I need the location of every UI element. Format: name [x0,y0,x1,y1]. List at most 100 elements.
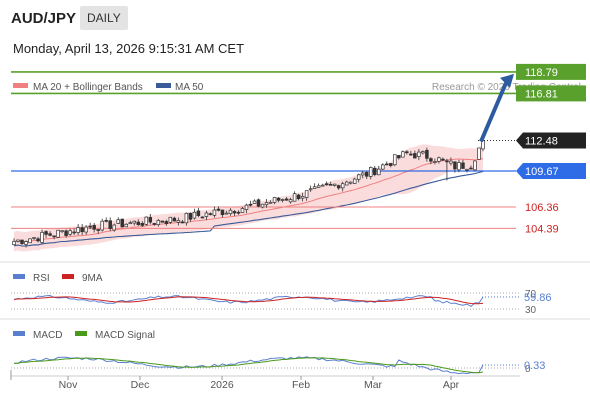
level-109-67-badge [516,163,586,180]
candle [413,153,417,159]
level-118-79-label: 118.79 [525,67,558,79]
level-116-81-label: 116.81 [525,88,558,100]
candle [308,188,313,191]
candle [184,212,189,224]
rsi-ma-line [13,296,484,305]
x-tick-label: 2026 [210,379,234,391]
candle [144,216,149,225]
candle [220,209,225,216]
legend-label-macd: MACD [33,330,62,341]
level-112-48-label: 112.48 [525,135,558,147]
level-109-67-label: 109.67 [525,166,559,178]
candle [465,168,469,171]
candle [112,224,116,231]
candle [124,223,128,228]
candle [180,221,185,224]
candle [401,151,405,158]
candle [188,212,193,220]
candle [204,212,209,217]
candle [24,241,28,245]
ma20-line [13,158,484,243]
candle [292,193,297,202]
candle [369,167,373,177]
candle [272,197,277,203]
candle [168,216,173,223]
legend-label-bollinger: MA 20 + Bollinger Bands [33,82,143,93]
rsi-line [13,294,484,308]
legend-swatch-rsi-ma [62,274,74,279]
macd-line [14,356,484,375]
candle [365,172,369,177]
candle [348,181,353,184]
candle [160,220,165,223]
candle [152,223,157,225]
candle [397,155,401,159]
candle [312,186,317,189]
candle [300,196,305,199]
macd-signal-line [14,357,484,374]
candle [108,220,112,229]
candle [461,162,465,169]
candle [164,221,169,224]
candle [216,208,221,211]
target-arrow-head [500,73,514,88]
candle [132,220,137,224]
level-118-79-badge [516,63,586,80]
candle [116,219,120,224]
candle [360,172,365,176]
candle [296,194,301,200]
candle [236,211,241,214]
candle [64,230,68,236]
candle [473,160,477,171]
candle [328,183,333,186]
candle [437,157,441,162]
candle [68,230,72,235]
timeframe-badge[interactable]: DAILY [80,6,128,30]
candle [417,151,421,157]
candle [100,220,104,231]
candle [256,199,261,207]
legend-label-rsi-ma: 9MA [82,273,103,284]
candle [76,227,80,233]
candle [421,151,425,154]
bollinger-band-fill [14,144,483,252]
candle [140,223,145,226]
candle [12,241,16,246]
candle [156,220,161,226]
candle [344,181,349,186]
credit-label: Research © 2026 Trading Central [432,82,581,93]
legend-swatch-ma50 [156,83,171,88]
macd-last-value: 0.33 [524,360,545,372]
candle [280,199,285,201]
candle [324,183,329,186]
candle [336,185,341,189]
candle [320,184,325,187]
candle [252,200,257,204]
ma50-line [13,170,484,247]
candle [44,231,48,235]
target-arrow-shaft [479,82,508,143]
legend-label-macd-signal: MACD Signal [95,330,155,341]
candle [208,213,213,216]
candle [457,162,461,171]
rsi-tick-30: 30 [525,305,537,316]
candle [373,167,377,175]
candle [232,211,237,214]
candle [284,198,289,201]
macd-tick-0: 0 [525,364,531,375]
candle [196,210,201,217]
candle [224,212,229,215]
candle [377,168,381,176]
candle [192,211,197,219]
candle [409,153,413,156]
legend-swatch-macd [13,331,25,336]
candles-group [12,138,485,248]
candle [56,229,60,238]
candle [120,218,124,228]
candle [240,208,245,213]
candle [84,226,88,233]
candle [128,222,132,225]
candle [469,167,473,170]
candle [36,238,40,242]
